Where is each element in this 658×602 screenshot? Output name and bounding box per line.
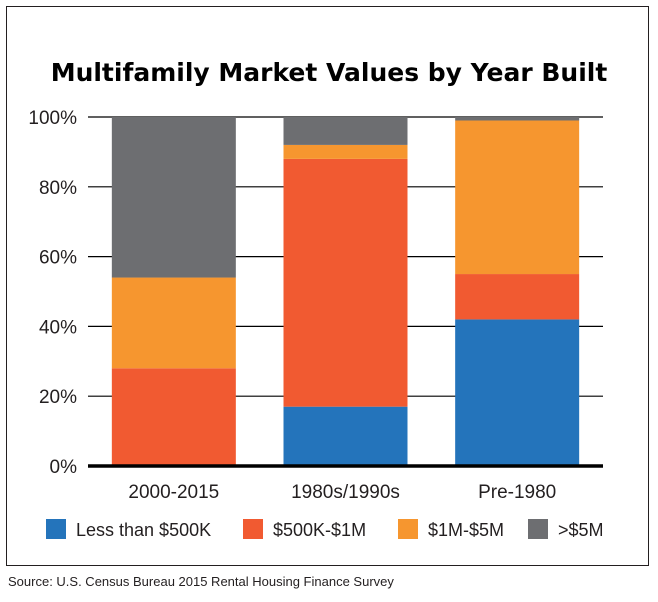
legend-item: Less than $500K [46, 519, 211, 540]
x-tick-label: 2000-2015 [128, 482, 219, 503]
y-tick-label: 0% [50, 457, 78, 478]
legend-swatch [243, 519, 263, 539]
legend-item: $1M-$5M [398, 519, 504, 540]
x-tick-label: Pre-1980 [478, 482, 556, 503]
bar-segment [283, 117, 408, 145]
y-tick-label: 100% [28, 108, 77, 129]
chart-title: Multifamily Market Values by Year Built [51, 58, 608, 87]
source-note: Source: U.S. Census Bureau 2015 Rental H… [8, 574, 394, 589]
bars [111, 117, 580, 466]
bar-segment [111, 117, 236, 278]
chart-frame [6, 6, 649, 566]
legend-swatch [46, 519, 66, 539]
bar-segment [283, 144, 408, 159]
bar-segment [455, 319, 580, 466]
y-tick-label: 20% [39, 387, 77, 408]
bar-segment [111, 368, 236, 466]
bar-segment [455, 120, 580, 275]
y-tick-label: 40% [39, 317, 77, 338]
bar-segment [283, 406, 408, 466]
legend-item: >$5M [528, 519, 604, 540]
axes: 0% 20% 40% 60% 80% 100% 2000-2015 1980s/1990s Pr… [28, 108, 603, 503]
legend-swatch [528, 519, 548, 539]
legend-item: $500K-$1M [243, 519, 366, 540]
y-tick-label: 60% [39, 248, 77, 269]
legend-label: >$5M [558, 520, 604, 540]
x-tick-label: 1980s/1990s [291, 482, 400, 503]
legend-label: $500K-$1M [273, 520, 366, 540]
stacked-bar-chart: Multifamily Market Values by Year Built … [28, 58, 608, 540]
legend-label: Less than $500K [76, 520, 211, 540]
bar-segment [283, 158, 408, 407]
y-tick-label: 80% [39, 178, 77, 199]
bar-segment [455, 274, 580, 320]
legend-swatch [398, 519, 418, 539]
bar-segment [111, 277, 236, 369]
bar-segment [455, 117, 580, 121]
legend-label: $1M-$5M [428, 520, 504, 540]
legend: Less than $500K $500K-$1M $1M-$5M >$5M [46, 519, 604, 540]
